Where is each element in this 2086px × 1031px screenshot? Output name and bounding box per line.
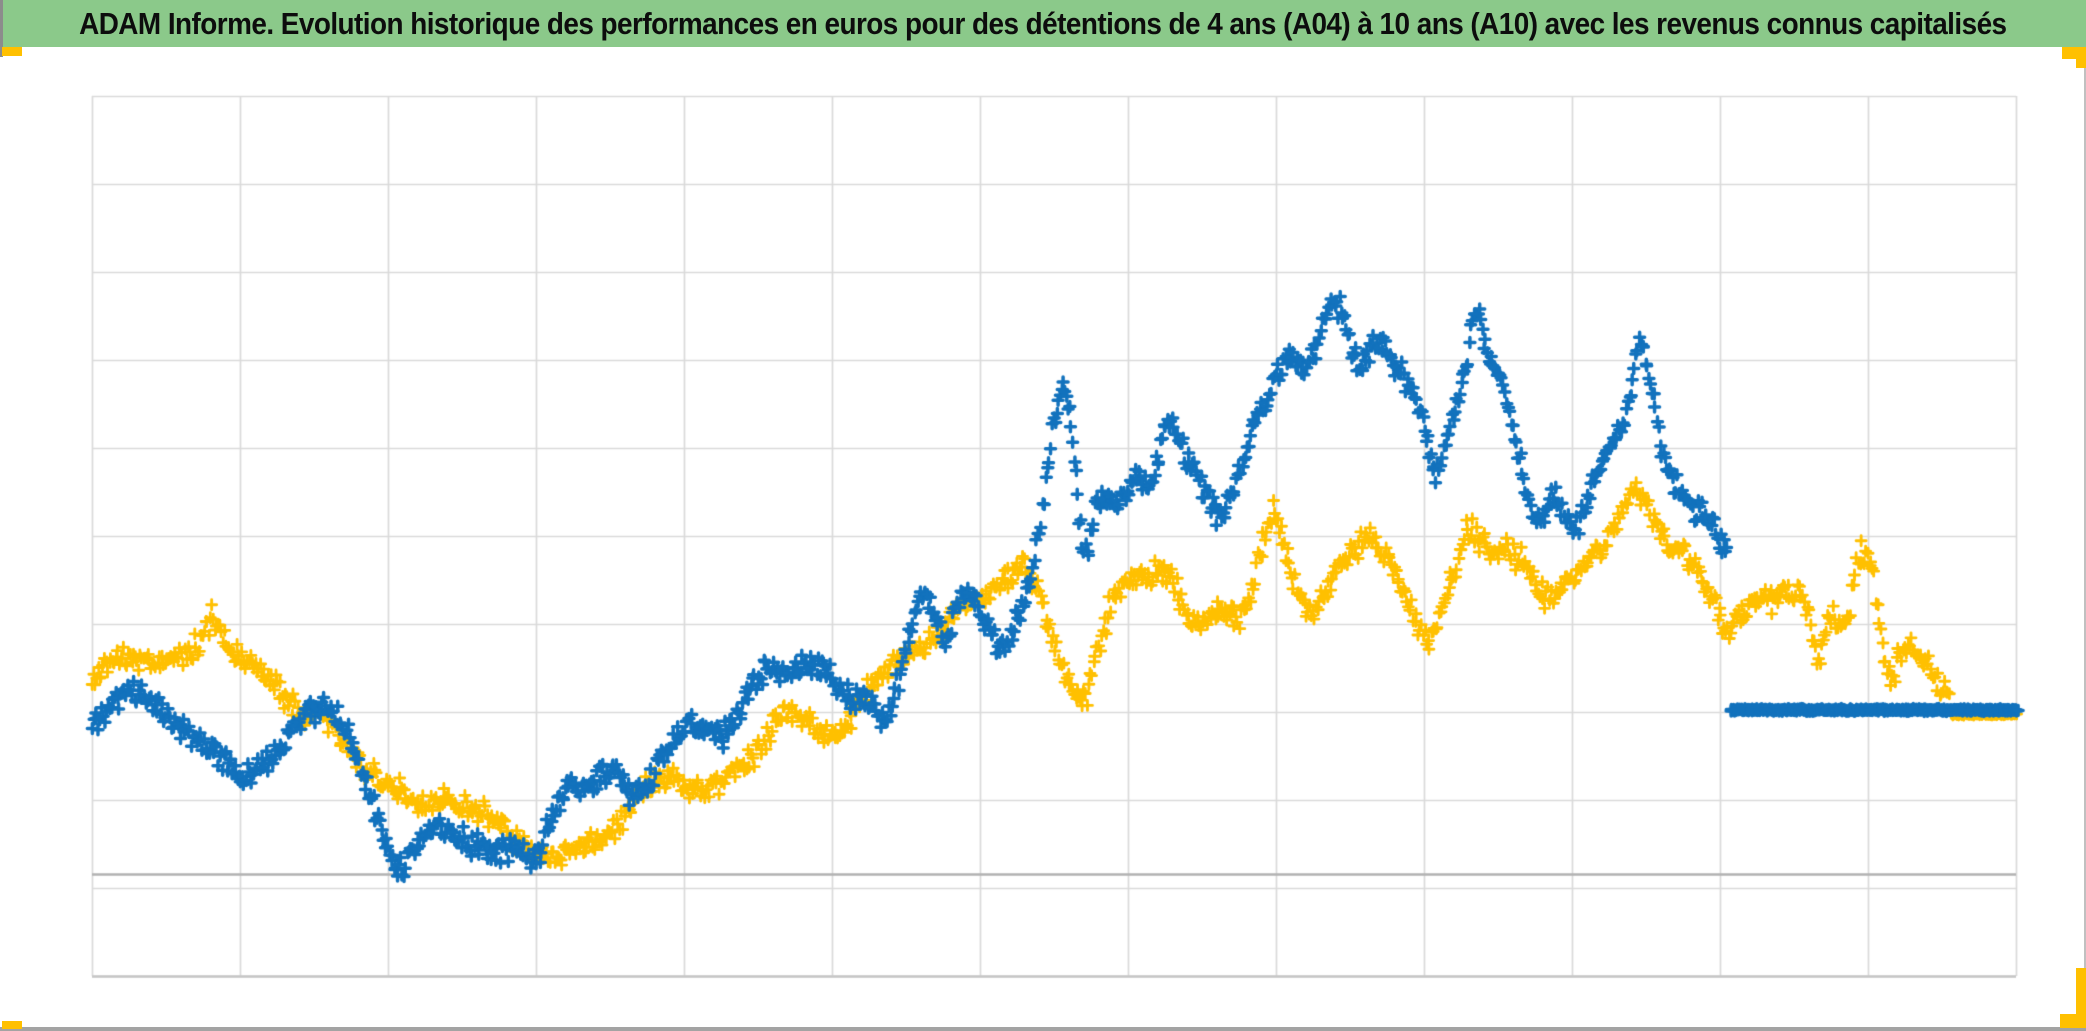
bottom-edge-bar [0, 1027, 2086, 1031]
corner-accent-bottom-left [2, 1021, 22, 1029]
corner-accent-top-left [2, 47, 22, 56]
corner-accent-bottom-right-v [2076, 968, 2086, 1028]
corner-accent-bottom-right [2060, 1014, 2086, 1028]
left-edge-border [0, 0, 3, 57]
right-edge-border [2084, 60, 2086, 1031]
corner-accent-top-right-v [2076, 47, 2086, 68]
